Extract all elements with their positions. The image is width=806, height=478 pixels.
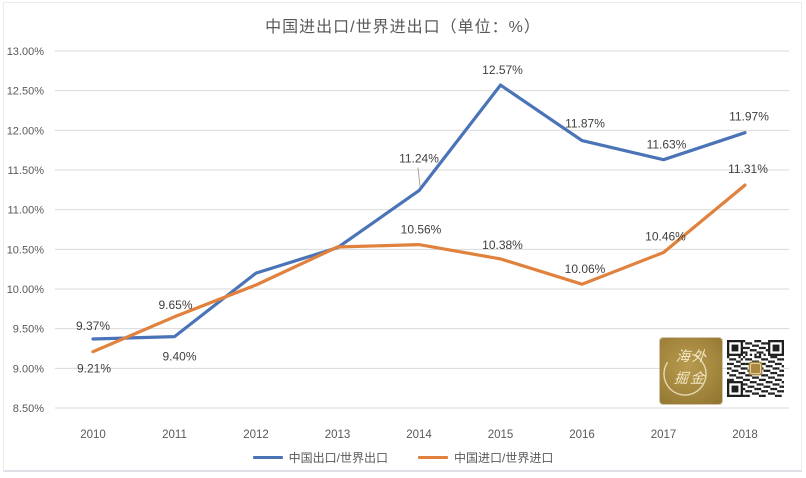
x-tick-label: 2012 <box>243 429 269 441</box>
crescent-moon-icon <box>663 352 707 396</box>
y-tick-label: 12.50% <box>7 86 45 98</box>
data-label: 11.87% <box>565 117 605 131</box>
x-tick-label: 2011 <box>162 429 187 441</box>
x-tick-label: 2014 <box>406 429 432 441</box>
y-tick-label: 12.00% <box>7 125 45 137</box>
data-label: 10.56% <box>401 223 442 237</box>
label-leader-line <box>417 167 421 187</box>
data-label: 11.31% <box>728 162 768 176</box>
chart-title: 中国进出口/世界进出口（单位：%） <box>265 19 541 36</box>
data-label: 11.97% <box>729 110 769 124</box>
y-tick-label: 8.50% <box>13 403 44 415</box>
data-label: 9.21% <box>77 362 111 376</box>
legend-item-china-import: 中国进口/世界进口 <box>418 449 553 466</box>
x-tick-label: 2015 <box>488 429 514 441</box>
y-tick-label: 11.50% <box>8 165 45 177</box>
series-line-china-import <box>91 183 747 354</box>
y-tick-label: 10.50% <box>7 244 45 256</box>
x-tick-label: 2018 <box>732 429 758 441</box>
data-label: 12.57% <box>482 63 523 77</box>
y-tick-label: 9.50% <box>13 324 44 336</box>
legend-swatch-blue <box>252 456 283 459</box>
x-tick-label: 2016 <box>569 429 595 441</box>
data-label: 11.24% <box>399 152 439 166</box>
y-tick-label: 13.00% <box>7 46 45 58</box>
chart-legend: 中国出口/世界出口 中国进口/世界进口 <box>0 449 806 466</box>
data-label: 11.63% <box>647 138 687 152</box>
legend-item-china-export: 中国出口/世界出口 <box>252 449 388 466</box>
x-tick-label: 2013 <box>325 429 351 441</box>
legend-label-china-import: 中国进口/世界进口 <box>454 451 554 465</box>
data-label: 10.46% <box>645 230 686 244</box>
x-tick-label: 2017 <box>651 429 677 441</box>
data-label: 10.06% <box>565 262 606 276</box>
data-label: 9.40% <box>162 350 196 364</box>
y-tick-label: 11.00% <box>8 205 45 217</box>
logo-text-line1: 海外 <box>675 349 709 365</box>
logo-text-line2: 掘金 <box>673 371 707 388</box>
y-tick-label: 9.00% <box>13 363 44 375</box>
data-label: 10.38% <box>482 238 523 252</box>
legend-label-china-export: 中国出口/世界出口 <box>288 451 388 465</box>
haiwai-juejin-logo: 海外 掘金 <box>660 338 722 404</box>
data-label: 9.65% <box>158 298 192 312</box>
legend-swatch-orange <box>418 456 448 459</box>
qr-code-image <box>727 340 784 397</box>
series-line-china-export <box>91 83 747 341</box>
logo-text: 海外 掘金 <box>658 346 724 391</box>
x-tick-label: 2010 <box>80 429 106 441</box>
y-tick-label: 10.00% <box>7 284 45 296</box>
data-label: 9.37% <box>76 319 110 333</box>
qr-code <box>727 340 784 397</box>
